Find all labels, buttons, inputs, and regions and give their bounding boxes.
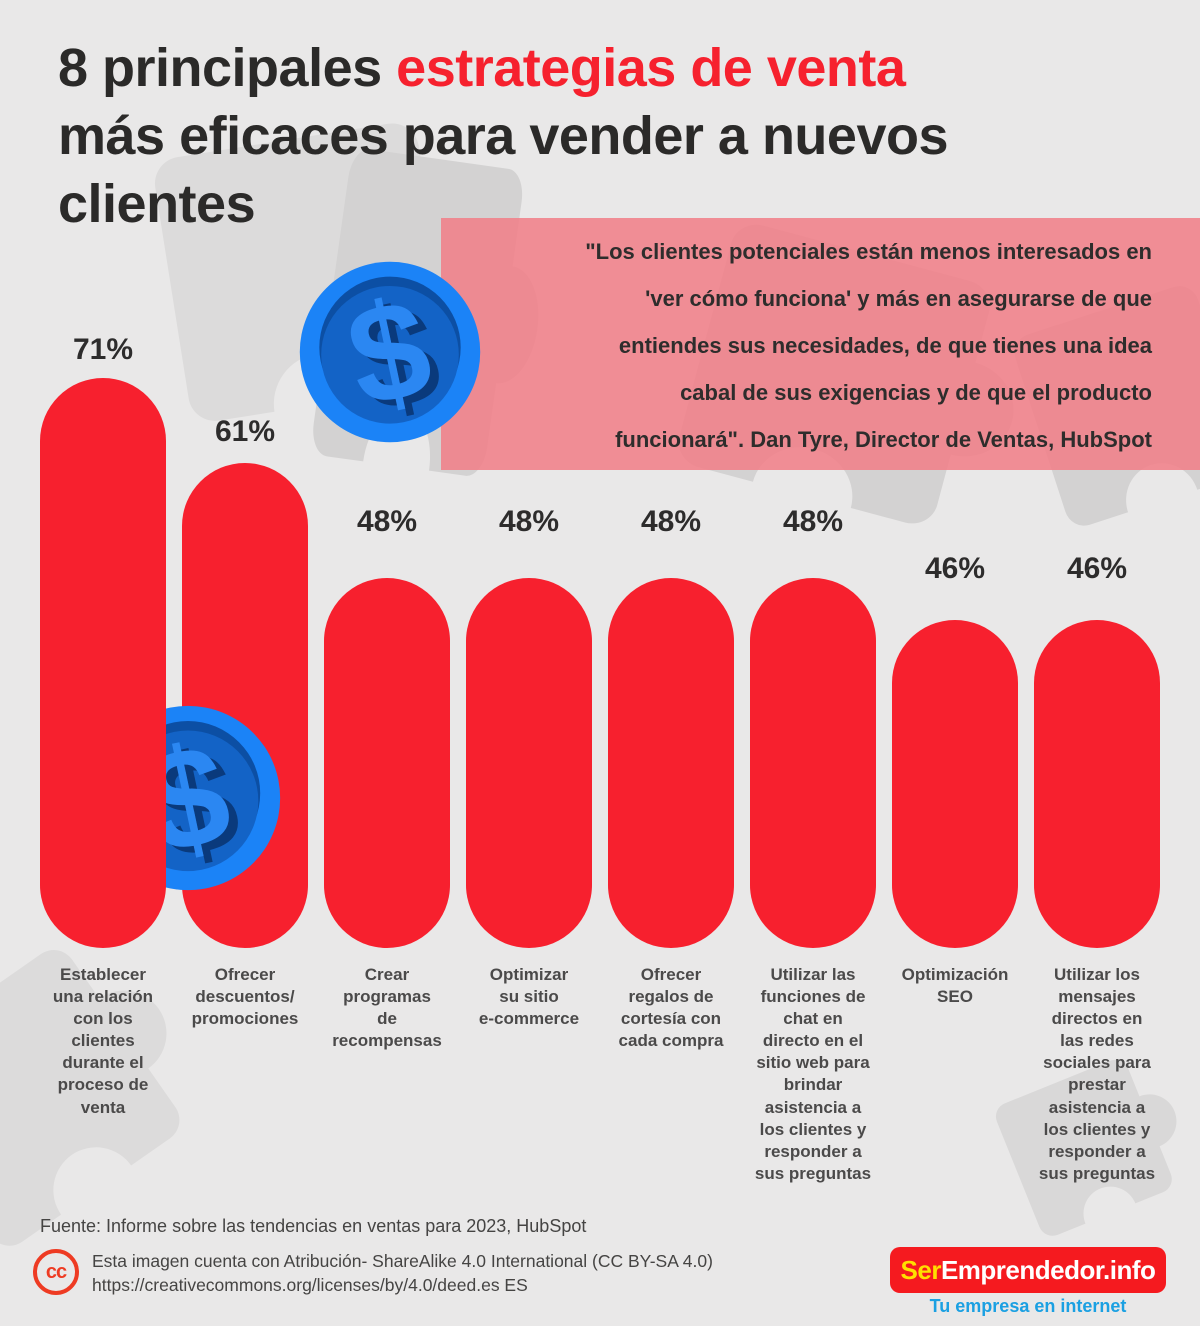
bar <box>40 378 166 948</box>
bar-value-label: 48% <box>356 505 418 538</box>
bar <box>750 578 876 948</box>
bar-value-label: 46% <box>924 552 986 585</box>
quote-box: "Los clientes potenciales están menos in… <box>441 218 1200 470</box>
bar-value-label: 71% <box>72 333 134 366</box>
bar-category-label: Ofrecer descuentos/ promociones <box>191 965 299 1029</box>
creative-commons-icon: cc <box>33 1249 79 1295</box>
logo-suffix: Emprendedor.info <box>940 1254 1156 1285</box>
puzzle-piece-icon <box>0 901 235 1269</box>
bar <box>324 578 450 948</box>
quote-text: "Los clientes potenciales están menos in… <box>585 239 1152 453</box>
bar-value-label: 61% <box>214 415 276 448</box>
bar-category-label: Establecer una relación con los clientes… <box>52 965 154 1117</box>
bar <box>892 620 1018 948</box>
bar-category-label: Optimización SEO <box>901 965 1009 1007</box>
bar-category-label: Crear programas de recompensas <box>332 965 442 1051</box>
cc-glyph: cc <box>45 1260 67 1283</box>
bar-category-label: Utilizar los mensajes directos en las re… <box>1038 965 1156 1183</box>
bar-value-label: 48% <box>498 505 560 538</box>
title-part2: más eficaces para vender a nuevos client… <box>58 106 949 235</box>
page-title: 8 principales estrategias de venta más ef… <box>58 34 1118 238</box>
bar <box>1034 620 1160 948</box>
bar <box>466 578 592 948</box>
title-highlight: estrategias de venta <box>396 38 906 98</box>
dollar-coin-icon: $ $ <box>297 259 483 445</box>
license-text: Esta imagen cuenta con Atribución- Share… <box>92 1251 713 1296</box>
title-part1: 8 principales <box>58 38 397 98</box>
bar-category-label: Optimizar su sitio e-commerce <box>478 965 580 1029</box>
bar-value-label: 46% <box>1066 552 1128 585</box>
source-text: Fuente: Informe sobre las tendencias en … <box>40 1216 587 1236</box>
seremprendedor-logo: Ser Emprendedor.info <box>890 1247 1166 1293</box>
bar-category-label: Ofrecer regalos de cortesía con cada com… <box>618 965 724 1051</box>
bar-value-label: 48% <box>640 505 702 538</box>
puzzle-piece-icon <box>987 1034 1200 1251</box>
bar <box>608 578 734 948</box>
bar-category-label: Utilizar las funciones de chat en direct… <box>754 965 872 1183</box>
logo-tagline: Tu empresa en internet <box>929 1296 1127 1316</box>
logo-prefix: Ser <box>900 1254 942 1285</box>
bar-value-label: 48% <box>782 505 844 538</box>
